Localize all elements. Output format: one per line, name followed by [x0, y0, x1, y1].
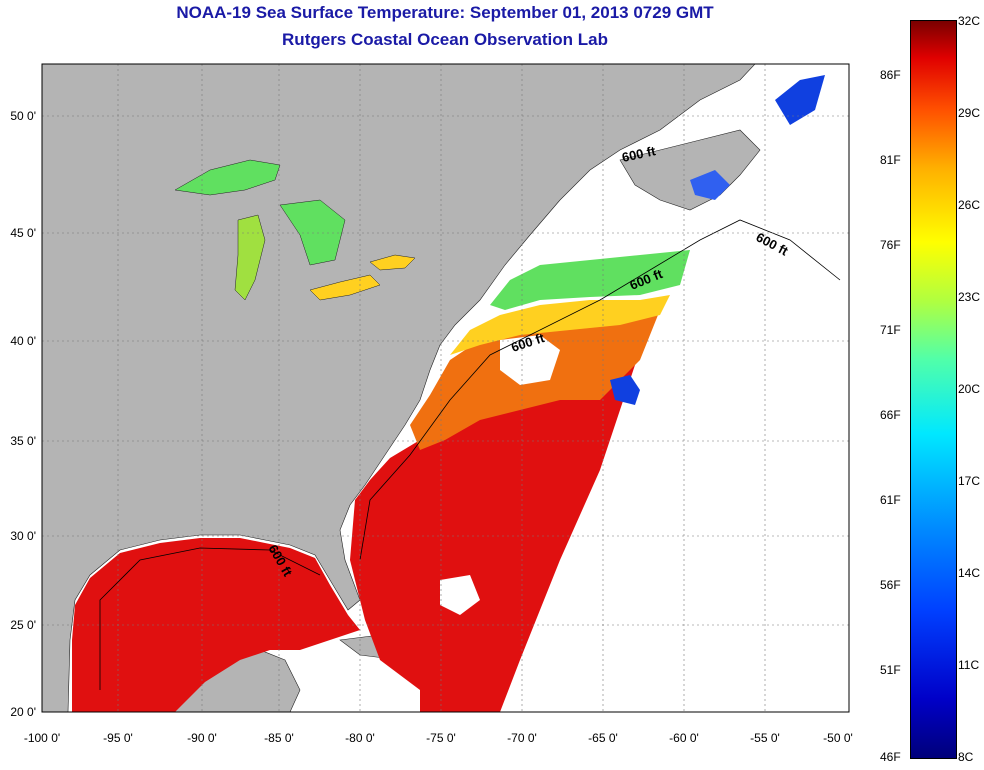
lon-tick-label: -85 0' [264, 731, 294, 745]
lat-tick-label: 40 0' [10, 334, 36, 348]
lake-erie [309, 274, 381, 301]
lon-tick-label: -100 0' [23, 731, 61, 745]
lon-tick-label: -90 0' [187, 731, 217, 745]
colorbar-c-label: 8C [958, 750, 974, 764]
contour-label: 600 ft [621, 143, 658, 165]
lon-tick-label: -70 0' [507, 731, 537, 745]
lat-tick-label: 50 0' [10, 109, 36, 123]
cloud-patch-2 [440, 575, 480, 615]
colorbar-f-label: 76F [880, 238, 901, 252]
colorbar-c-label: 23C [958, 290, 981, 304]
colorbar-c-label: 29C [958, 106, 981, 120]
graticule [42, 64, 849, 712]
contour-600ft [99, 219, 841, 690]
colorbar-f-label: 71F [880, 323, 901, 337]
lat-tick-label: 35 0' [10, 434, 36, 448]
map-frame [41, 63, 850, 713]
colorbar-f-label: 56F [880, 578, 901, 592]
map-title: NOAA-19 Sea Surface Temperature: Septemb… [176, 3, 714, 22]
colorbar-c-label: 14C [958, 566, 981, 580]
sst-gulf-of-maine [490, 250, 690, 310]
colorbar-f-label: 61F [880, 493, 901, 507]
lake-superior [174, 159, 281, 196]
lat-tick-label: 25 0' [10, 618, 36, 632]
lon-tick-label: -65 0' [588, 731, 618, 745]
lat-tick-label: 20 0' [10, 705, 36, 719]
lon-tick-label: -55 0' [750, 731, 780, 745]
lon-tick-label: -50 0' [823, 731, 853, 745]
colorbar-f-label: 86F [880, 68, 901, 82]
land-north-america [42, 64, 756, 712]
sst-cold-gulf-st-lawrence [690, 170, 730, 200]
colorbar-c-label: 17C [958, 474, 981, 488]
colorbar-f-label: 51F [880, 663, 901, 677]
colorbar-c-label: 20C [958, 382, 981, 396]
lake-ontario [369, 254, 416, 271]
lat-tick-label: 45 0' [10, 226, 36, 240]
lake-huron [279, 199, 346, 266]
lat-tick-label: 30 0' [10, 529, 36, 543]
sst-cold-patch [610, 375, 640, 405]
map-subtitle: Rutgers Coastal Ocean Observation Lab [282, 30, 608, 49]
cloud-patch [500, 335, 560, 385]
sst-cold-labrador [775, 75, 825, 125]
sst-gulf-of-mexico [72, 538, 360, 712]
lon-tick-label: -80 0' [345, 731, 375, 745]
sst-mid-atlantic [450, 295, 670, 355]
colorbar-c-label: 32C [958, 14, 981, 28]
lon-tick-label: -95 0' [103, 731, 133, 745]
lake-michigan [234, 214, 266, 301]
colorbar-f-label: 81F [880, 153, 901, 167]
lon-tick-label: -75 0' [426, 731, 456, 745]
colorbar-c-label: 26C [958, 198, 981, 212]
colorbar-f-label: 46F [880, 750, 901, 764]
colorbar-f-label: 66F [880, 408, 901, 422]
temperature-colorbar [910, 20, 957, 759]
lon-tick-label: -60 0' [669, 731, 699, 745]
colorbar-c-label: 11C [958, 658, 980, 672]
